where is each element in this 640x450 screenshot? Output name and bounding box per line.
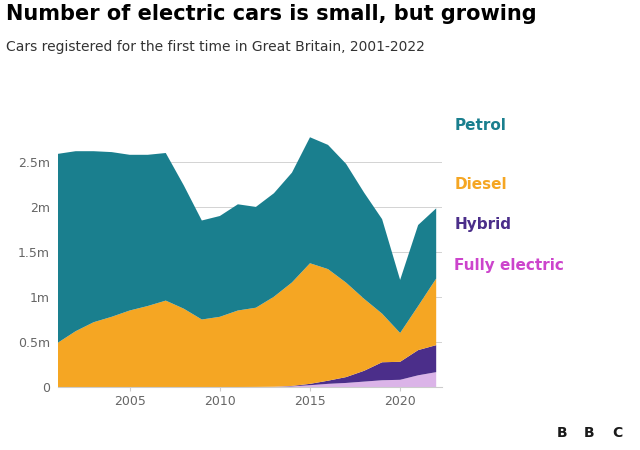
Text: Cars registered for the first time in Great Britain, 2001-2022: Cars registered for the first time in Gr… xyxy=(6,40,425,54)
Text: Number of electric cars is small, but growing: Number of electric cars is small, but gr… xyxy=(6,4,537,24)
Text: B: B xyxy=(584,426,595,440)
FancyBboxPatch shape xyxy=(605,420,629,446)
Text: Hybrid: Hybrid xyxy=(454,217,511,233)
Text: Fully electric: Fully electric xyxy=(454,258,564,273)
Text: Source: Department for Transport: Source: Department for Transport xyxy=(8,427,218,440)
FancyBboxPatch shape xyxy=(550,420,574,446)
Text: C: C xyxy=(612,426,622,440)
Text: B: B xyxy=(557,426,567,440)
Text: Petrol: Petrol xyxy=(454,118,506,134)
Text: Diesel: Diesel xyxy=(454,177,507,192)
FancyBboxPatch shape xyxy=(577,420,602,446)
